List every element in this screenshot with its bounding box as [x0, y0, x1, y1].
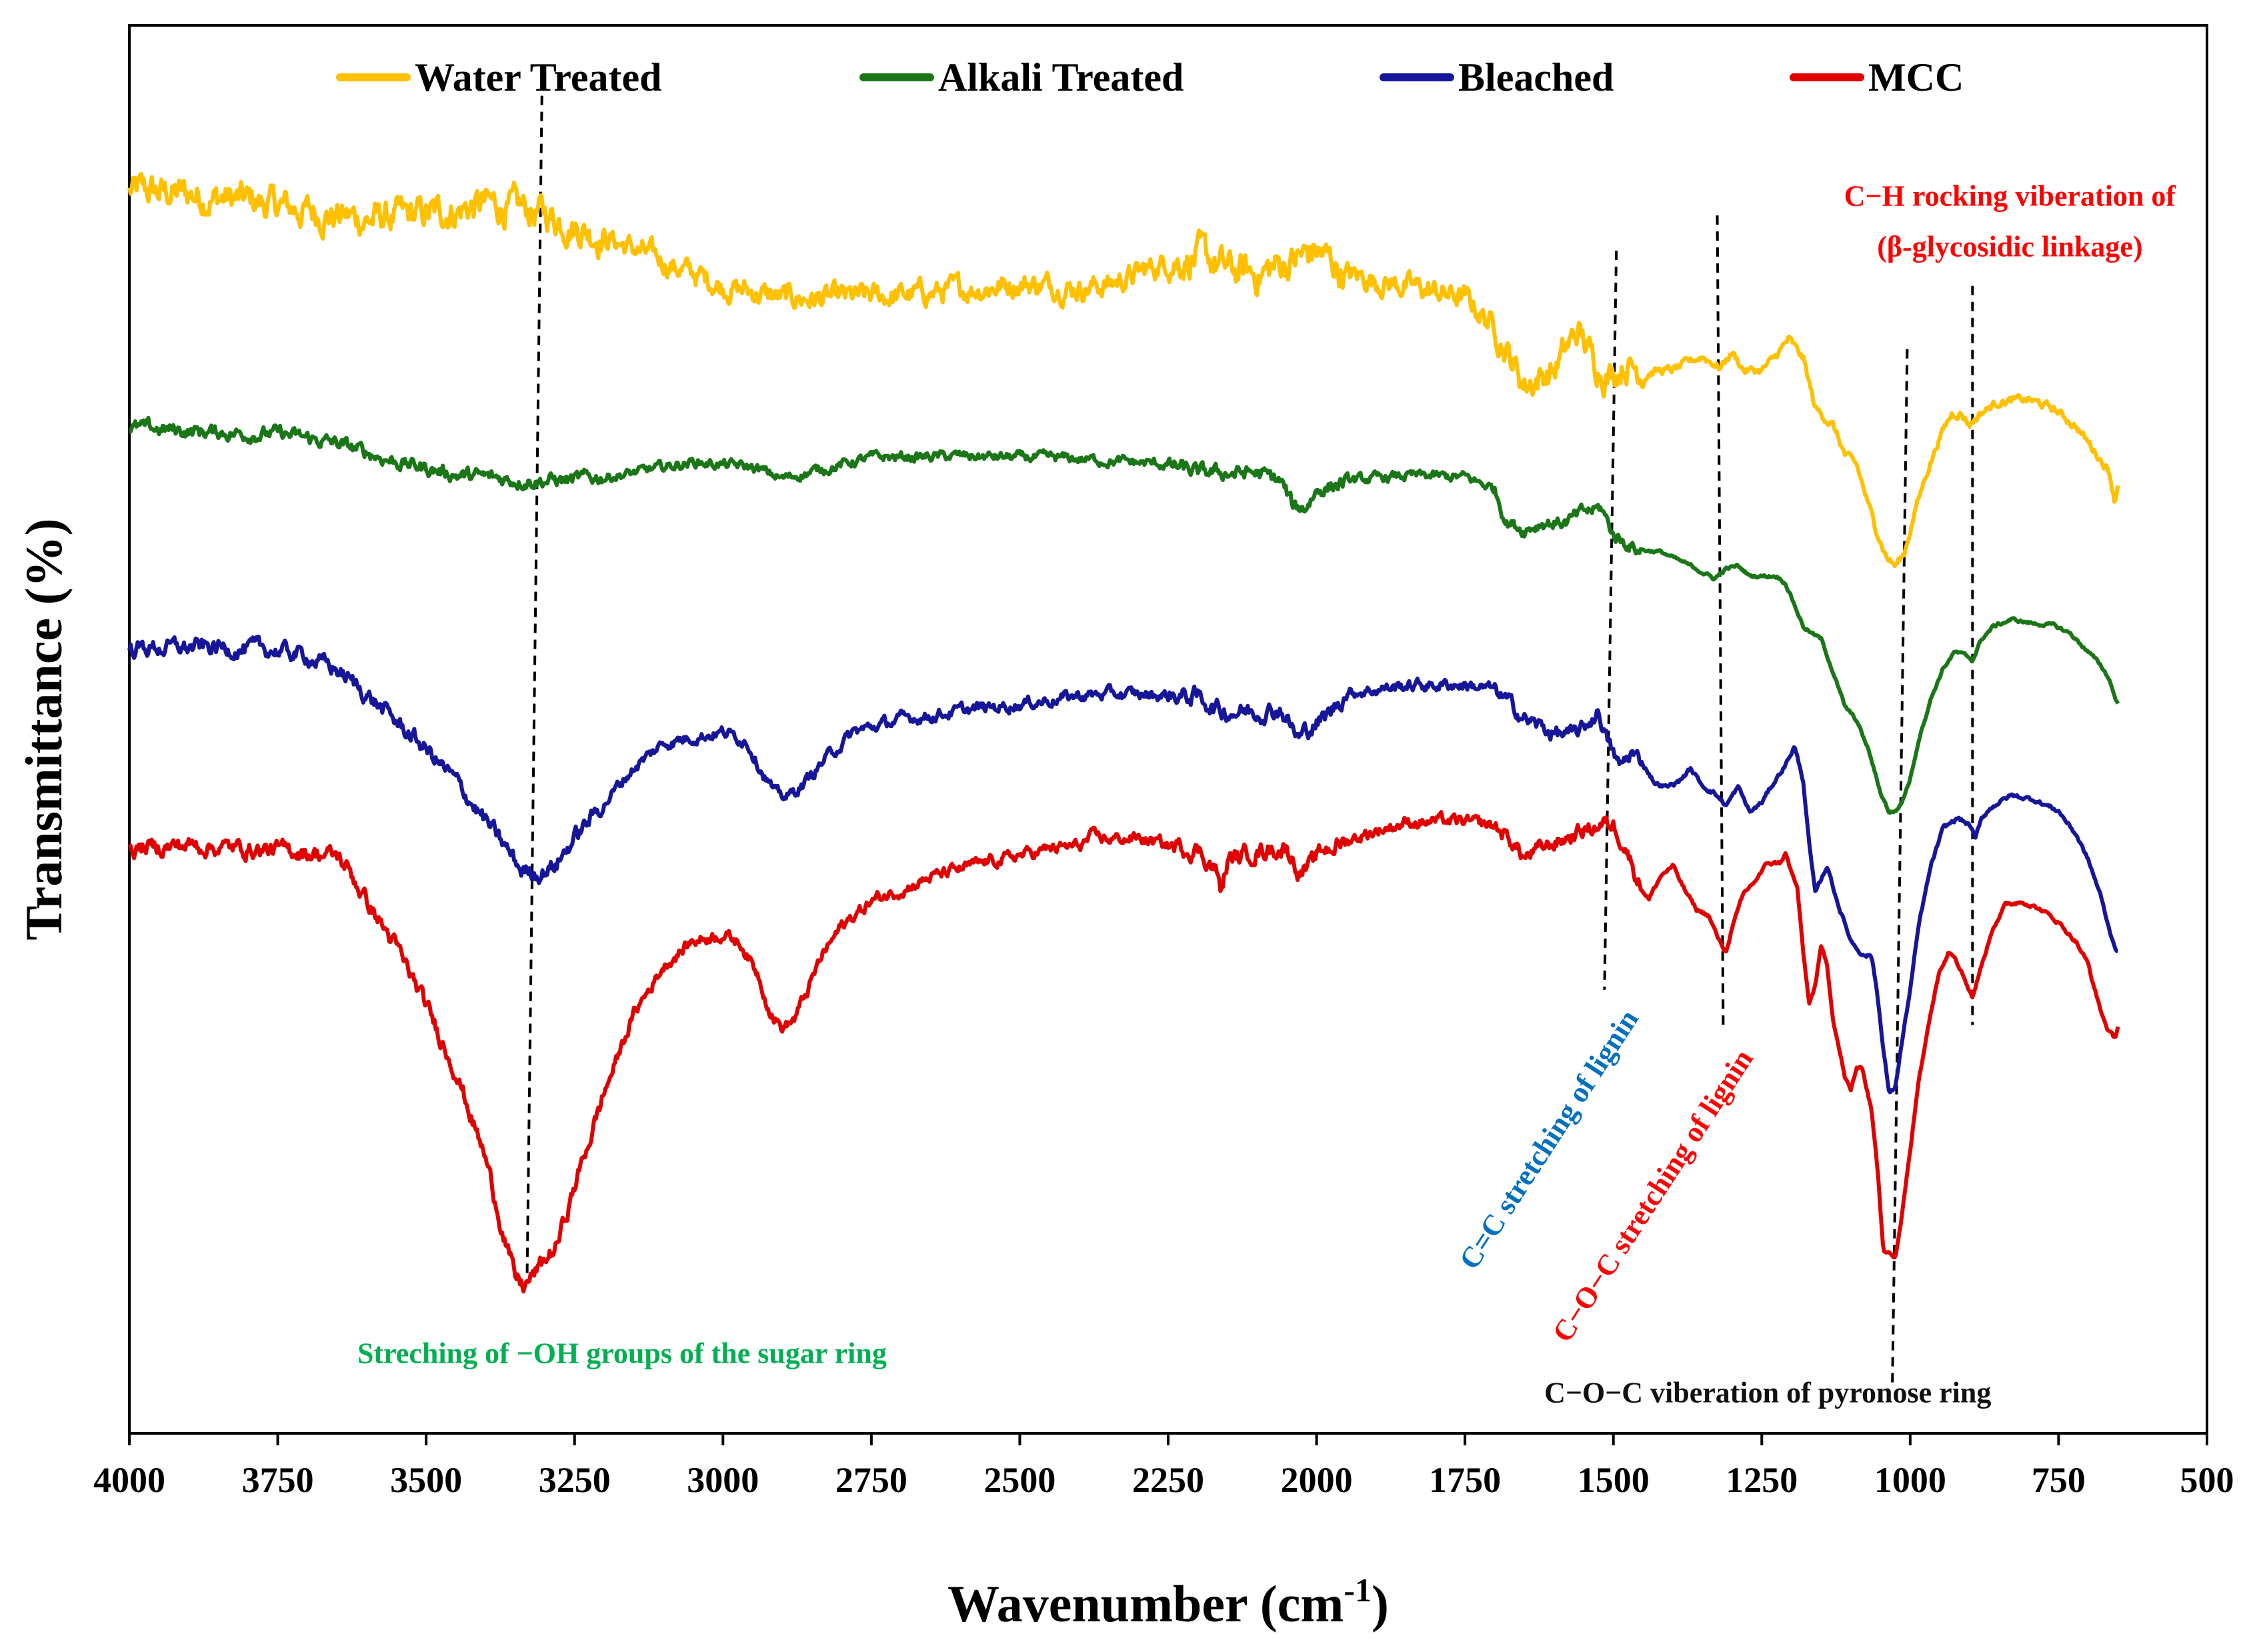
x-axis-title: Wavenumber (cm-1): [947, 1571, 1389, 1633]
reference-line: [1716, 215, 1725, 1025]
x-tick-label: 3750: [242, 1460, 314, 1500]
x-tick-label: 1000: [1874, 1460, 1946, 1500]
legend-label: Water Treated: [415, 55, 662, 99]
series-line-alkali-treated: [128, 415, 2120, 815]
reference-lines: [525, 95, 1974, 1385]
annotation-label: (β-glycosidic linkage): [1877, 230, 2142, 263]
series-line-water-treated: [127, 171, 2120, 569]
x-tick-label: 3250: [539, 1460, 611, 1500]
reference-line: [1891, 349, 1909, 1385]
x-axis-title-superscript: -1: [1344, 1571, 1372, 1609]
x-tick-label: 1750: [1429, 1460, 1501, 1500]
x-tick-label: 750: [2032, 1460, 2086, 1500]
legend-label: MCC: [1868, 55, 1964, 99]
x-tick-label: 3500: [390, 1460, 462, 1500]
x-axis-title-close: ): [1372, 1575, 1389, 1633]
legend-label: Alkali Treated: [938, 55, 1184, 99]
series-lines: [127, 171, 2120, 1294]
x-tick-label: 4000: [93, 1460, 165, 1500]
x-tick-label: 2500: [983, 1460, 1055, 1500]
x-tick-label: 1250: [1726, 1460, 1798, 1500]
x-tick-label: 3000: [687, 1460, 759, 1500]
series-line-mcc: [127, 810, 2120, 1294]
reference-line: [525, 95, 543, 1279]
annotation-label: C−O−C viberation of pyronose ring: [1544, 1377, 1991, 1409]
series-line-bleached: [127, 635, 2119, 1095]
x-tick-label: 500: [2180, 1460, 2234, 1500]
legend: Water Treated Alkali Treated Bleached MCC: [336, 55, 1964, 99]
x-tick-label: 1500: [1578, 1460, 1650, 1500]
x-tick-label: 2750: [835, 1460, 907, 1500]
annotation-label: C−H rocking viberation of: [1844, 179, 2177, 212]
y-axis-title: Transmittance (%): [15, 518, 73, 940]
legend-label: Bleached: [1458, 55, 1614, 99]
reference-line: [1603, 250, 1618, 990]
x-tick-label: 2000: [1281, 1460, 1353, 1500]
x-axis-title-main: Wavenumber (cm: [947, 1575, 1344, 1633]
annotation-label: Streching of −OH groups of the sugar rin…: [357, 1337, 887, 1369]
x-axis: 4000 3750 3500 3250 3000 2750 2500 2250 2000 1750…: [93, 1433, 2234, 1500]
x-tick-label: 2250: [1132, 1460, 1204, 1500]
